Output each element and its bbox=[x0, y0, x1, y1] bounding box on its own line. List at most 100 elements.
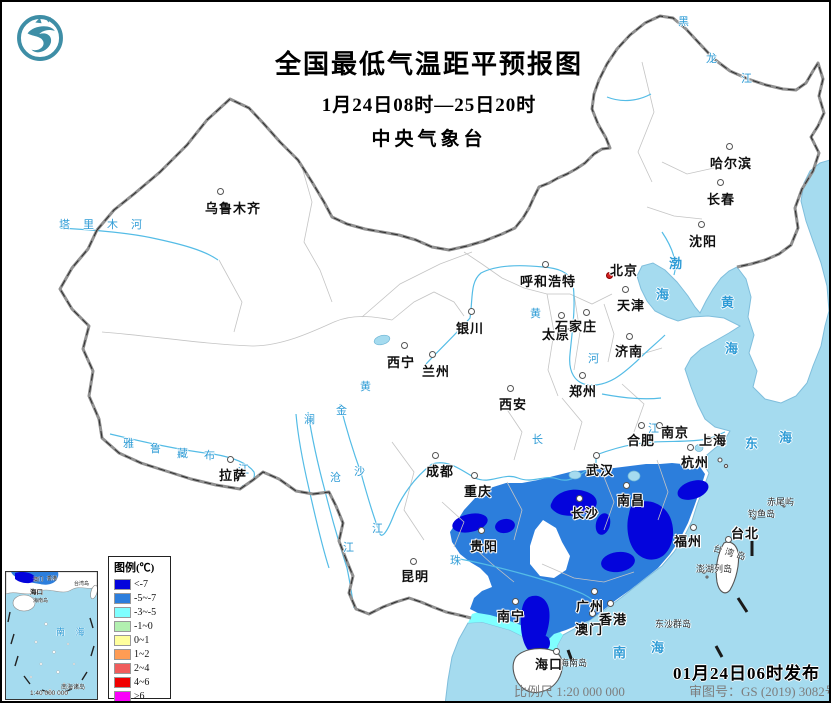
city-label-nanning: 南宁 bbox=[496, 609, 526, 624]
city-marker-harbin bbox=[726, 143, 733, 150]
map-review-number: 审图号：GS (2019) 3082号 bbox=[689, 684, 831, 699]
sea-label-yellow-sea: 海 bbox=[725, 341, 739, 356]
city-marker-beijing bbox=[606, 272, 613, 279]
legend-swatch bbox=[114, 677, 131, 689]
sea-label-bohai: 海 bbox=[656, 287, 670, 302]
city-label-taiyuan: 太原 bbox=[541, 327, 571, 342]
river-label-lancang: 沧 bbox=[330, 472, 341, 484]
city-label-shenyang: 沈阳 bbox=[688, 234, 718, 249]
sea-label-bohai: 渤 bbox=[669, 256, 683, 271]
city-marker-yinchuan bbox=[468, 308, 475, 315]
city-label-haikou: 海口 bbox=[534, 657, 564, 672]
lakes bbox=[373, 334, 704, 482]
city-marker-zhengzhou bbox=[579, 372, 586, 379]
city-label-harbin: 哈尔滨 bbox=[709, 156, 753, 171]
legend-swatch bbox=[114, 634, 131, 646]
legend-item: -5~-7 bbox=[114, 591, 170, 605]
city-label-lhasa: 拉萨 bbox=[218, 468, 248, 483]
legend-swatch bbox=[114, 606, 131, 618]
issuing-agency: 中央气象台 bbox=[371, 129, 487, 150]
city-label-hefei: 合肥 bbox=[626, 433, 656, 448]
island-label-dongsha: 东沙群岛 bbox=[655, 619, 692, 629]
sea-label-south-china-sea: 海 bbox=[651, 640, 665, 655]
legend-label: -3~-5 bbox=[134, 606, 157, 618]
legend-item: <-7 bbox=[114, 577, 170, 591]
national-border bbox=[58, 14, 826, 620]
legend-label: -5~-7 bbox=[134, 592, 157, 604]
city-label-tianjin: 天津 bbox=[616, 298, 646, 313]
legend-label: -1~0 bbox=[134, 620, 153, 632]
legend-item: -3~-5 bbox=[114, 605, 170, 619]
river-label-yellow-river: 河 bbox=[588, 353, 599, 365]
city-label-changchun: 长春 bbox=[706, 192, 736, 207]
river-label-yellow-river: 黄 bbox=[530, 308, 541, 320]
inset-label-macau: 澳门 bbox=[33, 577, 44, 583]
legend-swatch bbox=[114, 578, 131, 590]
city-label-lanzhou: 兰州 bbox=[421, 364, 451, 379]
issue-time-label: 01月24日06时发布 bbox=[673, 664, 820, 683]
city-marker-fuzhou bbox=[690, 524, 697, 531]
city-marker-hohhot bbox=[542, 261, 549, 268]
boundary-dash-segments bbox=[566, 541, 754, 662]
city-label-beijing: 北京 bbox=[609, 263, 639, 278]
map-scale-label: 比例尺 1:20 000 000 bbox=[514, 684, 625, 699]
title-block: 全国最低气温距平预报图 1月24日08时—25日20时 中央气象台 bbox=[248, 44, 610, 151]
city-label-hangzhou: 杭州 bbox=[680, 455, 710, 470]
city-label-hongkong: 香港 bbox=[598, 612, 628, 627]
inset-label-taiwan: 台湾岛 bbox=[74, 581, 90, 587]
inset-map bbox=[6, 572, 97, 699]
city-marker-nanjing bbox=[656, 422, 663, 429]
city-marker-nanchang bbox=[623, 482, 630, 489]
river-label-yarlung: 藏 bbox=[177, 448, 188, 460]
city-label-kunming: 昆明 bbox=[400, 569, 430, 584]
city-marker-hefei bbox=[638, 422, 645, 429]
city-label-guiyang: 贵阳 bbox=[469, 539, 499, 554]
sea-label-yellow-sea: 黄 bbox=[721, 295, 735, 310]
city-marker-changsha bbox=[576, 495, 583, 502]
river-label-pearl: 珠 bbox=[450, 555, 461, 567]
city-label-chengdu: 成都 bbox=[425, 464, 455, 479]
city-marker-guangzhou bbox=[591, 588, 598, 595]
legend: 图例(℃) <-7 -5~-7 -3~-5 -1~0 0~1 1~2 2~4 4… bbox=[108, 556, 171, 703]
legend-title: 图例(℃) bbox=[114, 562, 155, 574]
city-marker-xian bbox=[507, 385, 514, 392]
islands bbox=[512, 457, 786, 693]
legend-label: ≥6 bbox=[134, 691, 145, 703]
legend-item: 1~2 bbox=[114, 647, 170, 661]
river-label-yarlung: 鲁 bbox=[150, 443, 161, 455]
city-label-jinan: 济南 bbox=[614, 344, 644, 359]
city-marker-kunming bbox=[410, 558, 417, 565]
city-label-shanghai: 上海 bbox=[698, 433, 728, 448]
city-label-guangzhou: 广州 bbox=[575, 599, 605, 614]
cma-logo-icon bbox=[17, 15, 63, 61]
anomaly-patches-dark bbox=[452, 480, 709, 654]
city-label-xian: 西安 bbox=[498, 397, 528, 412]
map-title: 全国最低气温距平预报图 bbox=[274, 50, 583, 79]
legend-label: 2~4 bbox=[134, 663, 150, 675]
legend-label: 1~2 bbox=[134, 649, 150, 661]
city-marker-haikou bbox=[553, 648, 560, 655]
city-marker-hangzhou bbox=[687, 444, 694, 451]
legend-swatch bbox=[114, 691, 131, 701]
river-label-yangtze: 长 bbox=[532, 434, 543, 446]
legend-item: 0~1 bbox=[114, 633, 170, 647]
river-label-jinsha: 金 bbox=[336, 405, 347, 417]
inset-sea-label: 南 海 bbox=[56, 627, 89, 637]
city-marker-shijiazhuang bbox=[583, 309, 590, 316]
map-valid-period: 1月24日08时—25日20时 bbox=[321, 95, 537, 116]
city-marker-chengdu bbox=[432, 452, 439, 459]
city-label-fuzhou: 福州 bbox=[673, 534, 703, 549]
city-label-wuhan: 武汉 bbox=[585, 463, 615, 478]
city-marker-taiyuan bbox=[558, 312, 565, 319]
legend-swatch bbox=[114, 663, 131, 675]
city-marker-macau bbox=[589, 610, 596, 617]
inset-label-hongkong: 香港 bbox=[47, 576, 58, 582]
inset-islands-label: 南海诸岛 bbox=[61, 685, 86, 691]
inset-scale-label: 1:40 000 000 bbox=[30, 690, 68, 697]
legend-label: <-7 bbox=[134, 578, 148, 590]
city-marker-guiyang bbox=[478, 527, 485, 534]
city-label-taipei: 台北 bbox=[730, 526, 760, 541]
city-marker-shanghai bbox=[705, 436, 712, 443]
inset-label-hainan: 海南岛 bbox=[33, 598, 49, 604]
city-marker-urumqi bbox=[217, 188, 224, 195]
